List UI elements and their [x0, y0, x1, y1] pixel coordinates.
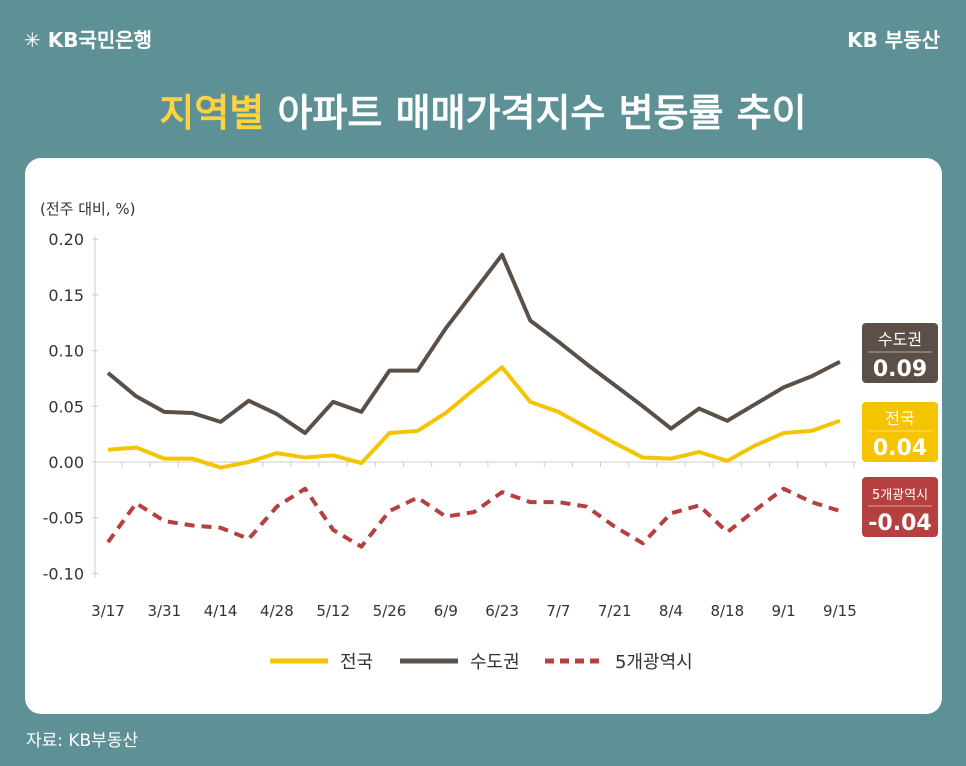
y-tick-label: 0.10	[48, 342, 84, 361]
series-line-2	[106, 486, 841, 549]
end-label-box	[862, 402, 938, 462]
x-tick-label: 4/28	[260, 602, 294, 620]
y-tick-label: -0.05	[43, 509, 84, 528]
chart-card	[25, 158, 942, 714]
source-note: 자료: KB부동산	[26, 731, 139, 751]
x-tick-label: 3/31	[147, 602, 181, 620]
x-tick-label: 9/1	[772, 602, 796, 620]
x-tick-label: 8/4	[659, 602, 683, 620]
x-tick-label: 3/17	[91, 602, 125, 620]
end-label-value: 0.04	[873, 436, 927, 461]
end-label-value: -0.04	[868, 511, 931, 536]
legend-label: 전국	[340, 652, 373, 673]
title-highlight: 지역별	[159, 91, 265, 135]
y-tick-label: -0.10	[43, 564, 84, 583]
x-tick-label: 9/15	[823, 602, 857, 620]
page-title: 지역별 아파트 매매가격지수 변동률 추이	[0, 82, 966, 137]
title-rest: 아파트 매매가격지수 변동률 추이	[264, 91, 807, 135]
x-tick-label: 7/7	[546, 602, 570, 620]
x-tick-label: 8/18	[710, 602, 744, 620]
x-tick-label: 6/23	[485, 602, 519, 620]
y-tick-label: 0.15	[48, 286, 84, 305]
end-label-box	[862, 323, 938, 383]
end-label-name: 5개광역시	[872, 488, 928, 503]
legend-label: 수도권	[470, 652, 520, 673]
kb-realestate-brand: KB 부동산	[847, 28, 940, 52]
x-tick-label: 7/21	[598, 602, 632, 620]
y-tick-label: 0.05	[48, 397, 84, 416]
end-label-name: 수도권	[878, 330, 922, 349]
y-tick-label: 0.20	[48, 230, 84, 249]
y-tick-label: 0.00	[48, 453, 84, 472]
x-tick-label: 5/26	[373, 602, 407, 620]
kb-bank-logo: ✳ KB국민은행	[24, 28, 153, 52]
end-label-value: 0.09	[873, 357, 927, 382]
end-label-box	[862, 477, 938, 537]
series-line-1	[106, 252, 841, 436]
legend-label: 5개광역시	[615, 652, 693, 673]
x-tick-label: 5/12	[316, 602, 350, 620]
x-tick-label: 6/9	[434, 602, 458, 620]
end-label-name: 전국	[885, 409, 914, 428]
x-tick-label: 4/14	[204, 602, 238, 620]
y-axis-label: (전주 대비, %)	[40, 200, 135, 218]
